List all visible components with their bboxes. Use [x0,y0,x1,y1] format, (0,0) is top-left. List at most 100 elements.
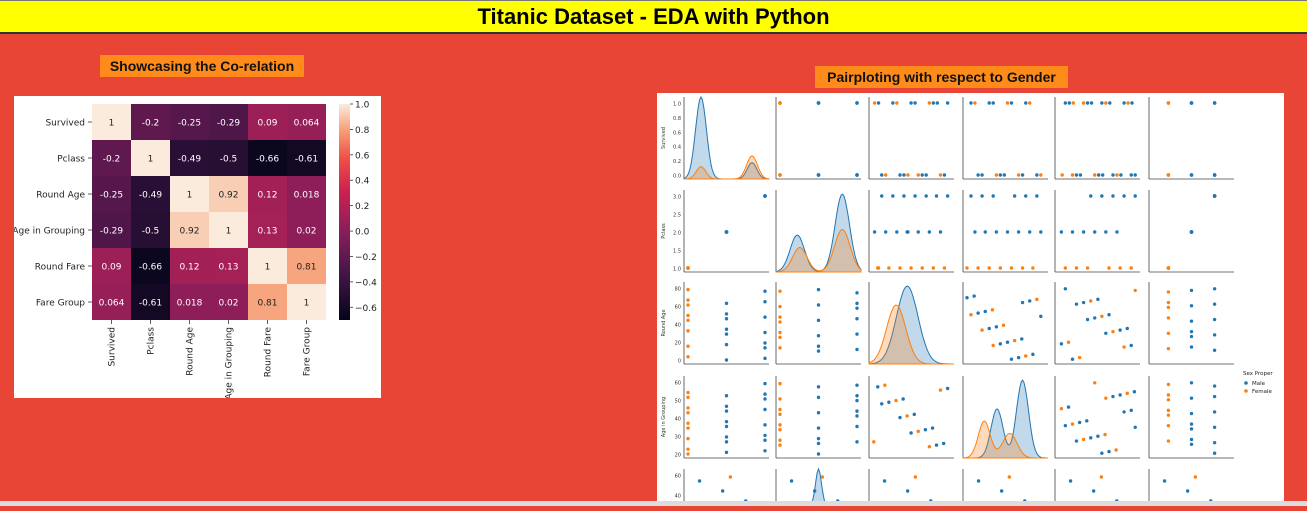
heatmap-cell [170,104,209,140]
scatter-point [1115,230,1119,234]
scatter-point [778,330,782,335]
heatmap-cell-label: -0.49 [178,155,202,165]
scatter-point [1111,329,1115,334]
scatter-point [778,407,782,412]
scatter-point [1125,391,1129,396]
heatmap-cell-label: 0.12 [257,191,277,201]
scatter-point [855,301,859,306]
scatter-point [724,317,729,321]
scatter-point [720,489,725,493]
scatter-point [1212,317,1217,322]
scatter-point [1133,194,1137,198]
scatter-point [816,101,821,105]
pairplot-tick-label: 1.0 [673,267,681,273]
scatter-point [1028,299,1032,303]
scatter-point [778,412,782,417]
pairplot-tick-label: 2.5 [673,213,681,219]
colorbar-tick-label: 0.4 [355,177,370,187]
scatter-point [991,194,995,198]
heatmap-cell-label: 0.064 [99,299,125,309]
scatter-point [1108,101,1112,105]
scatter-point [916,230,920,234]
pairplot-panel [775,190,862,273]
scatter-point [1016,173,1021,177]
scatter-point [686,411,690,415]
scatter-point [1133,288,1137,293]
pairplot-panel [775,376,861,459]
scatter-point [1039,314,1043,319]
scatter-point [1166,393,1171,397]
scatter-point [931,266,936,270]
scatter-point [916,173,920,177]
scatter-point [1212,173,1217,177]
scatter-point [1063,423,1068,428]
heatmap-cell-label: 0.13 [218,263,238,273]
pairplot-tick-label: 0.8 [673,116,681,122]
scatter-point [763,330,767,335]
scatter-point [938,230,943,234]
scatter-point [1071,101,1075,105]
pairplot-panel [868,282,954,365]
scatter-point [1130,101,1134,105]
scatter-point [972,294,976,298]
scatter-point [1212,425,1217,430]
scatter-point [1001,323,1006,327]
scatter-point [1100,173,1105,177]
pairplot-panel [1054,282,1140,365]
heatmap-cell [248,212,287,248]
scatter-point [686,266,690,270]
scatter-point [1114,448,1118,452]
scatter-point [1118,328,1122,332]
scatter-point [1104,396,1108,400]
heatmap-cell-label: -0.29 [217,119,241,129]
scatter-point [876,101,881,105]
pairplot-tick-label: 1.0 [673,102,681,108]
pairplot-panel [683,190,769,273]
scatter-point [887,400,891,404]
scatter-point [1189,230,1194,234]
scatter-point [1132,390,1137,394]
scatter-point [983,309,987,314]
scatter-point [945,194,950,198]
scatter-point [1166,300,1171,305]
pairplot-tick-label: 20 [675,341,681,347]
scatter-point [778,335,782,340]
scatter-point [816,303,821,307]
colorbar-tick-label: 0.8 [355,126,370,136]
heatmap-cell [287,176,326,212]
scatter-point [905,414,909,418]
scatter-point [1115,173,1119,177]
scatter-point [909,431,913,435]
scatter-point [902,194,906,198]
scatter-point [969,194,973,198]
scatter-point [994,325,999,329]
pairplot-panel [1054,190,1140,273]
scatter-point [1020,300,1025,305]
heatmap-cell-label: 0.81 [296,263,316,273]
heatmap-cell [287,284,326,320]
pairplot-caption: Pairploting with respect to Gender [815,66,1068,88]
scatter-point [1085,101,1090,105]
scatter-point [1031,266,1035,270]
scatter-point [934,194,939,198]
x-tick-label: Fare Group [303,327,313,376]
scatter-point [763,423,767,427]
correlation-heatmap: 1 -0.2 -0.25 -0.29 0.09 0.064 -0.2 1 -0.49 -0.5 -0… [12,101,377,400]
scatter-point [980,194,984,198]
heatmap-cell [170,284,209,320]
scatter-point [855,398,859,403]
horizontal-scrollbar[interactable] [0,501,1307,506]
heatmap-cell-label: -0.29 [100,227,124,237]
scatter-point [884,173,888,177]
scatter-point [778,315,782,319]
scatter-point [1070,173,1075,177]
scatter-point [686,303,690,307]
scatter-point [1100,314,1104,319]
heatmap-cell [92,212,131,248]
scatter-point [1129,173,1133,177]
scatter-point [1111,394,1115,399]
scatter-point [1005,101,1010,105]
scatter-point [998,342,1003,346]
scatter-point [778,320,782,324]
scatter-point [1189,427,1194,431]
